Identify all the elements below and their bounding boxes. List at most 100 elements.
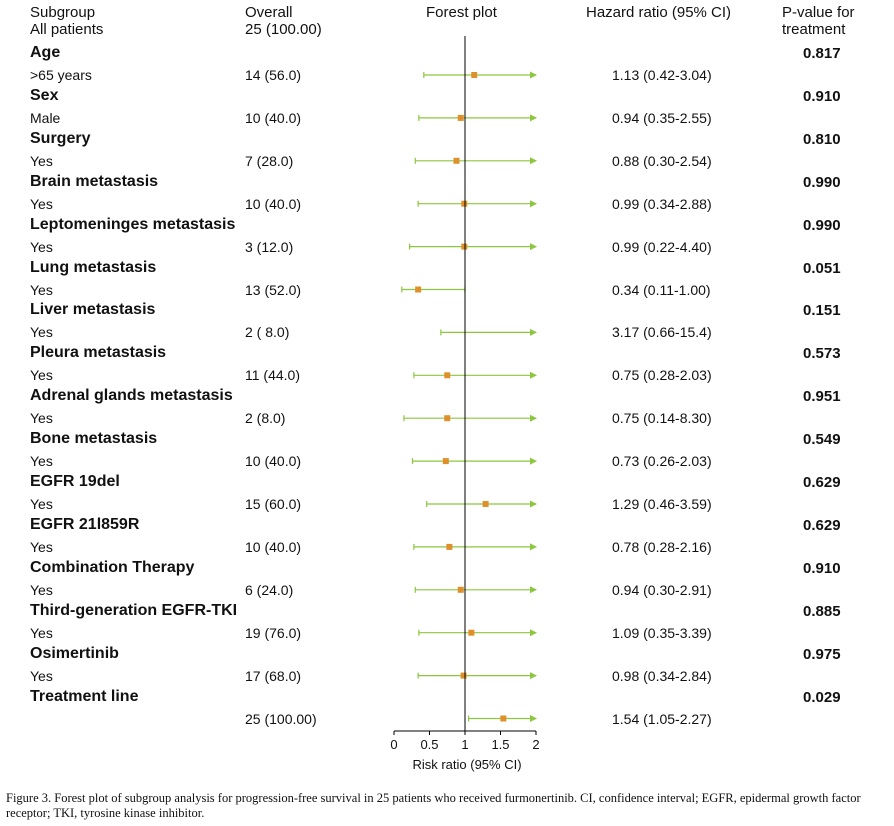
p-value: 0.029 xyxy=(803,688,841,706)
p-value: 0.817 xyxy=(803,45,841,62)
hazard-ratio-text: 0.73 (0.26-2.03) xyxy=(612,453,712,470)
hazard-ratio-text: 0.94 (0.30-2.91) xyxy=(612,581,712,598)
patient-count: 7 (28.0) xyxy=(245,152,294,169)
ci-arrow xyxy=(530,457,537,465)
subgroup-title: Leptomeninges metastasis xyxy=(30,215,236,233)
patient-count: 10 (40.0) xyxy=(245,195,302,212)
x-tick-label: 0.5 xyxy=(420,737,438,752)
figure-caption: Figure 3. Forest plot of subgroup analys… xyxy=(6,791,861,820)
p-value: 0.549 xyxy=(803,431,841,449)
hr-marker xyxy=(461,243,468,250)
subgroup-title: Lung metastasis xyxy=(30,258,157,276)
p-value: 0.990 xyxy=(803,216,841,234)
subgroup-header: Subgroup xyxy=(30,4,96,21)
subgroup-title: Adrenal glands metastasis xyxy=(30,387,233,405)
x-tick-label: 2 xyxy=(532,737,539,752)
p-value: 0.151 xyxy=(803,302,841,320)
p-value: 0.910 xyxy=(803,87,841,105)
hr-marker xyxy=(468,629,475,636)
hazard-ratio-text: 0.99 (0.22-4.40) xyxy=(612,238,712,255)
p-value: 0.051 xyxy=(803,259,841,277)
ci-arrow xyxy=(530,629,537,637)
patient-count: 10 (40.0) xyxy=(245,109,302,126)
forest-plot-header: Forest plot xyxy=(426,4,497,21)
subgroup-label: Yes xyxy=(30,667,53,684)
subgroup-title: Third-generation EGFR-TKI xyxy=(30,601,238,619)
overall-total: 25 (100.00) xyxy=(245,21,322,38)
ci-arrow xyxy=(530,543,537,551)
hr-marker xyxy=(442,458,449,465)
patient-count: 2 (8.0) xyxy=(245,410,286,427)
hr-marker xyxy=(457,114,464,121)
ci-arrow xyxy=(530,414,537,422)
subgroup-title: Osimertinib xyxy=(30,644,119,662)
ci-arrow xyxy=(530,243,537,251)
hazard-ratio-text: 0.75 (0.14-8.30) xyxy=(612,410,712,427)
subgroup-title: Brain metastasis xyxy=(30,172,159,190)
hr-marker xyxy=(446,543,453,550)
hr-marker xyxy=(453,157,460,164)
subgroup-label: Yes xyxy=(30,453,53,470)
subgroup-title: Liver metastasis xyxy=(30,301,156,319)
subgroup-title: Age xyxy=(30,44,61,61)
hazard-ratio-text: 0.94 (0.35-2.55) xyxy=(612,109,712,126)
hazard-ratio-text: 0.88 (0.30-2.54) xyxy=(612,152,712,169)
hazard-ratio-text: 1.09 (0.35-3.39) xyxy=(612,624,712,641)
x-tick-label: 0 xyxy=(390,737,397,752)
p-value: 0.629 xyxy=(803,516,841,534)
patient-count: 17 (68.0) xyxy=(245,667,302,684)
hazard-ratio-text: 3.17 (0.66-15.4) xyxy=(612,324,712,341)
hazard-ratio-header: Hazard ratio (95% CI) xyxy=(586,4,732,21)
patient-count: 6 (24.0) xyxy=(245,581,294,598)
patient-count: 19 (76.0) xyxy=(245,624,302,641)
p-value: 0.885 xyxy=(803,602,841,620)
hazard-ratio-text: 0.75 (0.28-2.03) xyxy=(612,367,712,384)
hr-marker xyxy=(415,286,422,293)
p-value: 0.573 xyxy=(803,345,841,363)
ci-arrow xyxy=(530,200,537,208)
subgroup-label: Yes xyxy=(30,581,53,598)
subgroup-title: Combination Therapy xyxy=(30,558,195,576)
hr-marker xyxy=(471,72,478,78)
ci-arrow xyxy=(530,328,537,336)
ci-arrow xyxy=(530,715,537,722)
x-axis-label: Risk ratio (95% CI) xyxy=(412,757,521,772)
subgroup-label: Yes xyxy=(30,324,53,341)
subgroup-label: Yes xyxy=(30,538,53,555)
hr-marker xyxy=(482,501,489,507)
subgroup-label: Yes xyxy=(30,410,53,427)
ci-arrow xyxy=(530,71,537,79)
hr-marker xyxy=(500,715,507,722)
subgroup-label: Male xyxy=(30,109,61,126)
patient-count: 11 (44.0) xyxy=(245,367,300,384)
subgroup-title: EGFR 19del xyxy=(30,473,120,490)
hr-marker xyxy=(444,372,451,379)
subgroup-title: EGFR 21l859R xyxy=(30,515,140,533)
subgroup-title: Surgery xyxy=(30,129,91,147)
pvalue-header-line2: treatment xyxy=(782,21,846,38)
patient-count: 25 (100.00) xyxy=(245,710,317,727)
hr-marker xyxy=(457,586,464,593)
hr-marker xyxy=(460,672,467,679)
subgroup-label: Yes xyxy=(30,624,53,641)
subgroup-label: Yes xyxy=(30,496,53,512)
patient-count: 3 (12.0) xyxy=(245,238,294,255)
p-value: 0.951 xyxy=(803,388,841,406)
hazard-ratio-text: 1.13 (0.42-3.04) xyxy=(612,67,712,83)
subgroup-title: Bone metastasis xyxy=(30,430,158,448)
subgroup-label: Yes xyxy=(30,238,53,255)
subgroup-label: Yes xyxy=(30,152,53,169)
x-tick-label: 1 xyxy=(461,737,468,752)
ci-arrow xyxy=(530,672,537,680)
patient-count: 10 (40.0) xyxy=(245,538,302,555)
ci-arrow xyxy=(530,586,537,594)
p-value: 0.629 xyxy=(803,474,841,491)
hr-marker xyxy=(461,200,468,207)
x-tick-label: 1.5 xyxy=(491,737,509,752)
subgroup-label: >65 years xyxy=(30,67,92,83)
pvalue-header-line1: P-value for xyxy=(782,4,855,21)
patient-count: 10 (40.0) xyxy=(245,453,302,470)
p-value: 0.990 xyxy=(803,173,841,191)
subgroup-label: Yes xyxy=(30,281,53,298)
subgroup-title: Sex xyxy=(30,86,59,104)
